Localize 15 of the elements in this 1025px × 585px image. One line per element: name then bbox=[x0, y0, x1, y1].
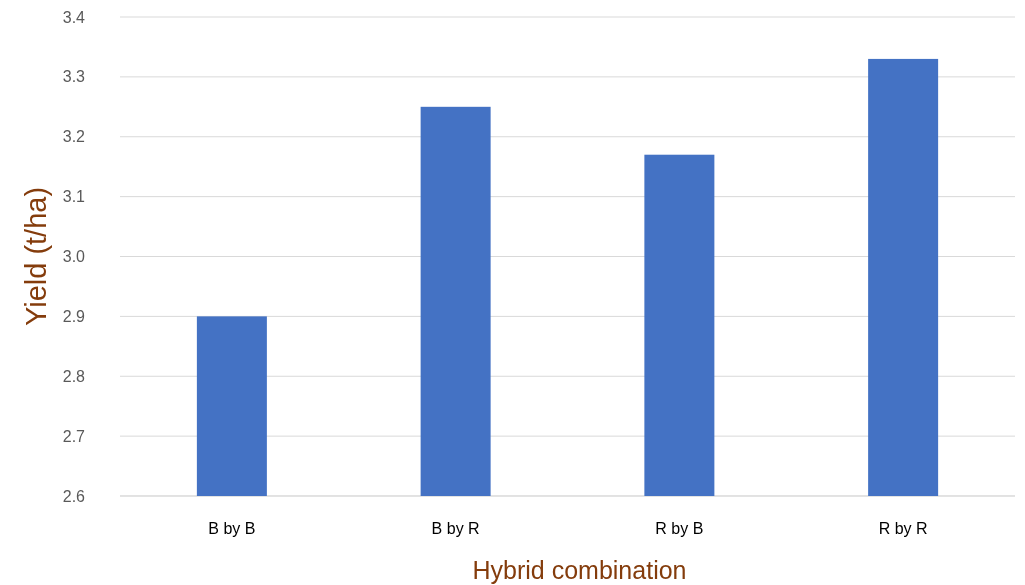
y-tick-label: 3.0 bbox=[62, 248, 86, 266]
y-tick-label: 2.9 bbox=[62, 307, 86, 325]
y-axis-title: Yield (t/ha) bbox=[20, 186, 52, 327]
y-tick-label: 3.3 bbox=[62, 68, 86, 86]
y-tick-label: 2.6 bbox=[62, 487, 86, 505]
y-tick-label: 3.2 bbox=[62, 128, 86, 146]
x-tick-label: R by B bbox=[655, 520, 704, 537]
y-tick-label: 2.7 bbox=[62, 427, 86, 445]
y-tick-label: 3.4 bbox=[62, 8, 86, 26]
x-tick-label: B by B bbox=[208, 520, 256, 537]
x-axis-title: Hybrid combination bbox=[472, 556, 687, 584]
x-tick-label: R by R bbox=[878, 520, 928, 537]
x-tick-label: B by R bbox=[431, 520, 480, 537]
y-tick-label: 2.8 bbox=[62, 367, 86, 385]
y-tick-label: 3.1 bbox=[62, 188, 86, 206]
